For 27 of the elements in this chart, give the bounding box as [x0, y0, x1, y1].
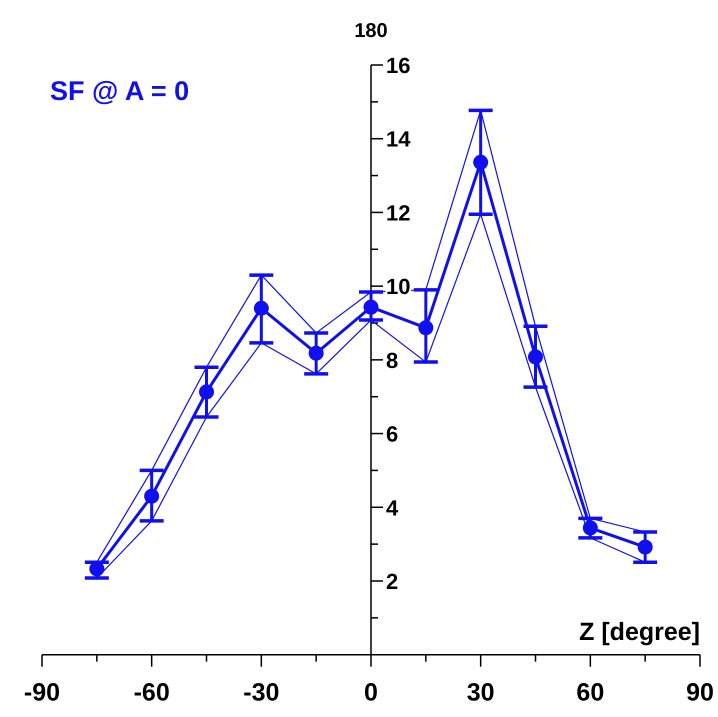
y-tick-label: 2: [386, 568, 398, 594]
x-axis-title: Z [degree]: [579, 618, 700, 646]
y-tick-label: 4: [386, 495, 399, 520]
y-tick-label: 6: [386, 422, 398, 447]
point: [638, 540, 653, 555]
point: [254, 300, 269, 316]
x-tick-label: 60: [576, 678, 604, 707]
x-tick-label: 30: [466, 678, 495, 707]
point: [199, 384, 214, 400]
point: [308, 346, 324, 361]
point: [144, 488, 160, 504]
point: [473, 154, 488, 170]
x-tick-label: -30: [243, 678, 280, 707]
text: 180: [354, 20, 388, 42]
x-tick-label: -90: [24, 678, 60, 707]
y-tick-label: 8: [386, 348, 398, 373]
y-tick-label: 14: [386, 126, 412, 152]
y-tick-label: 16: [386, 53, 410, 78]
point: [418, 320, 434, 336]
point: [364, 300, 378, 315]
x-tick-label: 90: [686, 678, 714, 707]
point: [528, 349, 543, 364]
x-tick-label: 0: [364, 678, 378, 707]
chart-title: SF @ A = 0: [50, 76, 190, 106]
y-tick-label: 12: [386, 200, 410, 226]
x-tick-label: -60: [134, 678, 170, 707]
point: [582, 520, 598, 536]
